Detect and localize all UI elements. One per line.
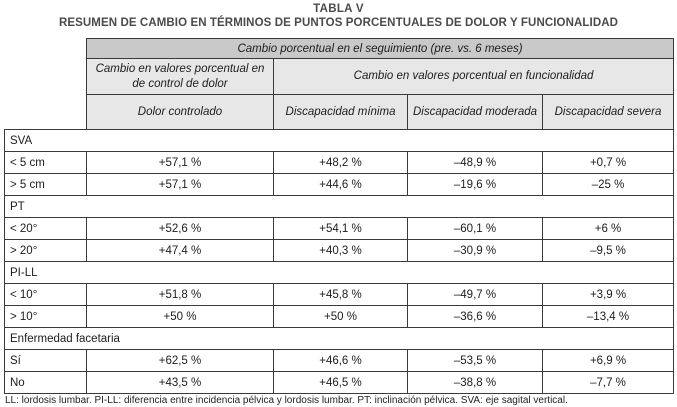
group-header-function: Cambio en valores porcentual en funciona… [272,58,675,95]
value-cell: +46,5 % [273,371,408,394]
value-cell: +54,1 % [273,217,408,240]
value-cell: +3,9 % [541,283,675,306]
document-subtitle: RESUMEN DE CAMBIO EN TÉRMINOS DE PUNTOS … [58,17,619,29]
column-header-discapacidad-moderada: Discapacidad moderada [407,94,543,130]
header-blank-cell [4,94,87,130]
table-row: > 20° +47,4 % +40,3 % –30,9 % –9,5 % [4,239,675,262]
group-header-pain: Cambio en valores porcentual en de contr… [86,58,274,95]
column-header-discapacidad-severa: Discapacidad severa [541,94,675,130]
value-cell: +57,1 % [86,173,274,196]
row-label: > 5 cm [4,173,87,196]
row-label: < 5 cm [4,151,87,174]
value-cell: +43,5 % [86,371,274,394]
value-cell: +51,8 % [86,283,274,306]
table-row: < 5 cm +57,1 % +48,2 % –48,9 % +0,7 % [4,151,675,174]
value-cell: +50 % [273,305,408,328]
column-header-discapacidad-minima: Discapacidad mínima [273,94,408,130]
section-row-sva: SVA [3,129,675,152]
value-cell: +50 % [86,305,274,328]
row-label: < 10° [4,283,87,306]
row-label: > 10° [4,305,87,328]
value-cell: +6 % [541,217,675,240]
value-cell: –13,4 % [541,305,675,328]
value-cell: +47,4 % [86,239,274,262]
table-row: > 10° +50 % +50 % –36,6 % –13,4 % [4,305,675,328]
value-cell: +44,6 % [273,173,408,196]
value-cell: –53,5 % [407,349,543,372]
value-cell: +40,3 % [273,239,408,262]
row-label: < 20° [4,217,87,240]
value-cell: +46,6 % [273,349,408,372]
value-cell: +52,6 % [86,217,274,240]
table-row: < 20° +52,6 % +54,1 % –60,1 % +6 % [4,217,675,240]
section-row-enfermedad-facetaria: Enfermedad facetaria [3,327,675,350]
value-cell: –9,5 % [541,239,675,262]
table-row: No +43,5 % +46,5 % –38,8 % –7,7 % [4,371,675,394]
value-cell: +45,8 % [273,283,408,306]
summary-table: Cambio porcentual en el seguimiento (pre… [3,38,675,394]
value-cell: –25 % [541,173,675,196]
row-label: > 20° [4,239,87,262]
row-label: No [4,371,87,394]
section-label: PT [3,195,675,218]
section-label: Enfermedad facetaria [3,327,675,350]
value-cell: +57,1 % [86,151,274,174]
value-cell: –60,1 % [407,217,543,240]
header-blank-cell [4,38,87,59]
value-cell: +48,2 % [273,151,408,174]
value-cell: +62,5 % [86,349,274,372]
value-cell: –49,7 % [407,283,543,306]
section-label: PI-LL [3,261,675,284]
table-row: < 10° +51,8 % +45,8 % –49,7 % +3,9 % [4,283,675,306]
value-cell: –48,9 % [407,151,543,174]
value-cell: –7,7 % [541,371,675,394]
section-row-pt: PT [3,195,675,218]
table-row: Sí +62,5 % +46,6 % –53,5 % +6,9 % [4,349,675,372]
section-label: SVA [3,129,675,152]
table-footnote: LL: lordosis lumbar. PI-LL: diferencia e… [5,395,568,406]
value-cell: +6,9 % [541,349,675,372]
table-row: > 5 cm +57,1 % +44,6 % –19,6 % –25 % [4,173,675,196]
value-cell: –30,9 % [407,239,543,262]
value-cell: –36,6 % [407,305,543,328]
document-title: TABLA V [313,3,364,15]
section-row-pi-ll: PI-LL [3,261,675,284]
row-label: Sí [4,349,87,372]
value-cell: –19,6 % [407,173,543,196]
value-cell: –38,8 % [407,371,543,394]
column-header-dolor-controlado: Dolor controlado [86,94,274,130]
header-followup-span: Cambio porcentual en el seguimiento (pre… [85,38,675,59]
value-cell: +0,7 % [541,151,675,174]
header-blank-cell [4,58,87,95]
